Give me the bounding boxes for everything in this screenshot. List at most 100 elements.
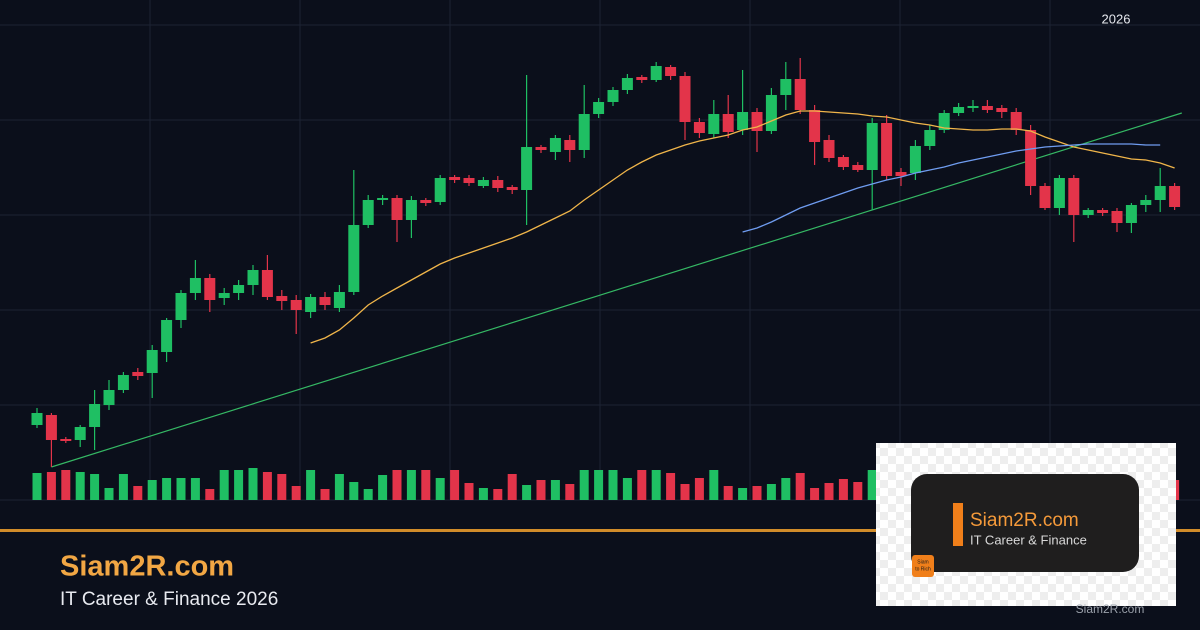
- volume-bar: [795, 473, 805, 500]
- volume-bar: [234, 470, 244, 500]
- candle-body: [175, 293, 187, 320]
- candle-body: [996, 108, 1008, 112]
- candle-body: [463, 178, 475, 183]
- candle-body: [852, 165, 864, 170]
- volume-bar: [723, 486, 733, 500]
- candle-body: [74, 427, 86, 440]
- candle-body: [204, 278, 216, 300]
- volume-bar: [104, 488, 114, 500]
- candle-body: [693, 122, 705, 133]
- volume-bar: [666, 473, 676, 500]
- volume-bar: [594, 470, 604, 500]
- volume-bar: [579, 470, 589, 500]
- volume-bar: [450, 470, 460, 500]
- volume-bar: [694, 478, 704, 500]
- candle-body: [1039, 186, 1051, 208]
- candle-body: [1111, 211, 1123, 223]
- candle-body: [305, 297, 317, 312]
- volume-bar: [680, 484, 690, 500]
- logo-title: Siam2R.com: [970, 510, 1079, 531]
- volume-bar: [478, 488, 488, 500]
- candle-body: [506, 187, 518, 190]
- logo-subtitle: IT Career & Finance: [970, 532, 1087, 547]
- candle-body: [981, 106, 993, 110]
- volume-bar: [493, 489, 503, 500]
- candle-body: [1025, 130, 1037, 186]
- candle-body: [319, 297, 331, 305]
- candle-body: [60, 439, 72, 441]
- logo-bar: [953, 503, 963, 546]
- volume-bar: [162, 478, 172, 500]
- volume-bar: [565, 484, 575, 500]
- volume-bar: [118, 474, 128, 500]
- volume-bar: [61, 470, 71, 500]
- candle-body: [1125, 205, 1137, 223]
- candle-body: [938, 113, 950, 130]
- candle-body: [809, 110, 821, 142]
- candle-body: [420, 200, 432, 203]
- volume-bar: [435, 478, 445, 500]
- footer-title: Siam2R.com: [60, 551, 234, 583]
- x-axis-label: 2026: [1102, 11, 1131, 26]
- candle-body: [1154, 186, 1166, 200]
- volume-bar: [464, 483, 474, 500]
- candle-body: [1010, 112, 1022, 130]
- candle-body: [492, 180, 504, 188]
- footer-subtitle: IT Career & Finance 2026: [60, 589, 278, 610]
- candle-body: [117, 375, 129, 390]
- candle-body: [593, 102, 605, 114]
- volume-bar: [421, 470, 431, 500]
- volume-bar: [75, 472, 85, 500]
- volume-bar: [205, 489, 215, 500]
- volume-bar: [219, 470, 229, 500]
- candle-body: [837, 157, 849, 167]
- volume-bar: [248, 468, 258, 500]
- volume-bar: [651, 470, 661, 500]
- volume-bar: [622, 478, 632, 500]
- candle-body: [1140, 200, 1152, 205]
- candle-body: [261, 270, 273, 297]
- candle-body: [276, 296, 288, 301]
- candle-body: [521, 147, 533, 190]
- watermark: Siam2R.com: [1076, 602, 1145, 616]
- trendline: [51, 112, 1182, 468]
- volume-bar: [147, 480, 157, 500]
- candle-body: [621, 78, 633, 90]
- volume-bar: [766, 484, 776, 500]
- volume-bar: [349, 482, 359, 500]
- volume-bar: [378, 475, 388, 500]
- logo-badge: [912, 555, 934, 577]
- candle-body: [132, 372, 144, 376]
- candle-body: [1068, 178, 1080, 215]
- candle-body: [31, 413, 43, 425]
- candle-body: [794, 79, 806, 110]
- volume-bar: [291, 486, 301, 500]
- candle-body: [449, 177, 461, 180]
- candle-body: [89, 404, 101, 427]
- candle-body: [909, 146, 921, 173]
- candle-body: [607, 90, 619, 102]
- plot: [31, 58, 1182, 500]
- volume-bar: [838, 479, 848, 500]
- candle-body: [233, 285, 245, 293]
- logo-card: [911, 474, 1139, 572]
- volume-bar: [608, 470, 618, 500]
- volume-bar: [46, 472, 56, 500]
- candle-body: [708, 114, 720, 134]
- volume-bar: [133, 486, 143, 500]
- candle-body: [722, 114, 734, 132]
- candle-body: [636, 77, 648, 80]
- candle-body: [434, 178, 446, 202]
- volume-bar: [320, 489, 330, 500]
- candle-body: [477, 180, 489, 186]
- candle-body: [391, 198, 403, 220]
- candle-body: [967, 106, 979, 108]
- candle-body: [161, 320, 173, 352]
- volume-bar: [752, 486, 762, 500]
- candle-body: [218, 293, 230, 298]
- candle-body: [290, 300, 302, 310]
- moving-average: [310, 110, 1175, 344]
- candle-body: [578, 114, 590, 150]
- candle-body: [564, 140, 576, 150]
